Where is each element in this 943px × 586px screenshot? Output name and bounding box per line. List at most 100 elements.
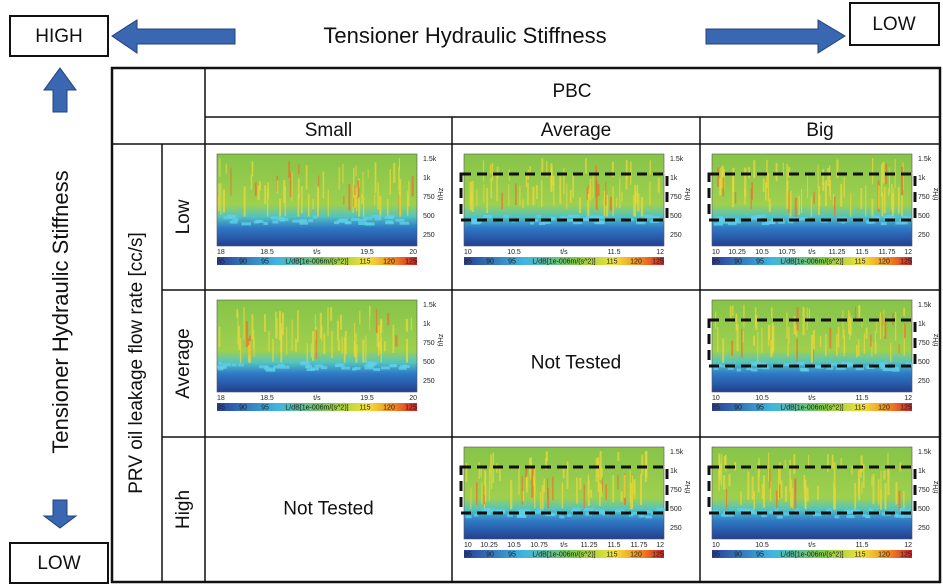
y-label: 500: [670, 506, 682, 513]
spectrogram: 1.5k 1k 750 500 250 f/Hz 10 10.25 10.5 10.75 t/s 11…: [707, 153, 940, 265]
band-speckle: [796, 361, 805, 365]
band-speckle: [778, 220, 785, 224]
y-title: f/Hz: [685, 480, 692, 493]
x-label: 18.5: [260, 249, 274, 256]
colorbar-label: 120: [878, 551, 890, 558]
band-speckle: [474, 513, 479, 517]
band-speckle: [334, 221, 340, 225]
colorbar-label: 125: [652, 551, 664, 558]
x-label: 10.5: [755, 249, 769, 256]
y-label: 1k: [423, 321, 431, 328]
y-label: 500: [918, 506, 930, 513]
band-speckle: [717, 219, 724, 223]
band-speckle: [652, 215, 660, 219]
colorbar: [464, 550, 664, 558]
y-label: 1k: [918, 175, 926, 182]
column-header: Big: [806, 120, 833, 141]
band-speckle: [274, 216, 285, 220]
x-label: t/s: [808, 542, 816, 549]
band-speckle: [846, 511, 852, 515]
band-speckle: [566, 513, 572, 517]
colorbar-label: L/dB[1e-006m/(s^2)]: [780, 551, 843, 558]
x-label: 20: [409, 249, 417, 256]
x-label: 12: [656, 542, 664, 549]
colorbar: [217, 403, 417, 411]
x-label: 10.5: [755, 542, 769, 549]
y-label: 250: [918, 232, 930, 239]
y-label: 250: [918, 378, 930, 385]
band-speckle: [713, 366, 719, 370]
colorbar-label: L/dB[1e-006m/(s^2)]: [532, 551, 595, 558]
band-speckle: [840, 361, 846, 365]
colorbar-label: 120: [383, 258, 395, 265]
band-speckle: [229, 220, 238, 224]
table-frame: [110, 66, 942, 584]
band-speckle: [471, 218, 480, 222]
x-label: 10: [712, 249, 720, 256]
band-speckle: [366, 361, 374, 365]
colorbar-label: 120: [878, 404, 890, 411]
x-label: t/s: [560, 249, 568, 256]
band-speckle: [715, 216, 724, 220]
band-speckle: [572, 214, 580, 218]
low-box-bottom: [9, 542, 109, 584]
x-label: 11.25: [829, 249, 846, 256]
y-label: 500: [423, 359, 435, 366]
colorbar-label: 85: [712, 551, 720, 558]
band-speckle: [320, 366, 328, 370]
x-label: 11.75: [631, 542, 648, 549]
y-title: f/Hz: [685, 187, 692, 200]
band-speckle: [656, 507, 666, 511]
band-speckle: [529, 221, 535, 225]
y-label: 750: [670, 194, 682, 201]
band-speckle: [374, 217, 382, 221]
band-speckle: [264, 366, 270, 370]
x-label: 20: [409, 395, 417, 402]
band-speckle: [712, 509, 719, 513]
band-speckle: [565, 218, 574, 222]
band-speckle: [891, 368, 900, 372]
band-speckle: [736, 368, 741, 372]
band-speckle: [583, 217, 591, 221]
colorbar-label: 85: [464, 258, 472, 265]
colorbar-label: L/dB[1e-006m/(s^2)]: [285, 258, 348, 265]
colorbar-label: 95: [261, 258, 269, 265]
colorbar-label: 90: [734, 551, 742, 558]
band-speckle: [533, 510, 542, 514]
arrow-up: [43, 67, 77, 113]
band-speckle: [880, 366, 888, 370]
y-label: 250: [670, 525, 682, 532]
y-label: 750: [918, 340, 930, 347]
band-speckle: [866, 366, 875, 370]
band-speckle: [219, 365, 227, 369]
band-speckle: [774, 508, 779, 512]
band-speckle: [784, 363, 792, 367]
band-speckle: [517, 509, 526, 513]
band-speckle: [865, 514, 870, 518]
band-speckle: [761, 514, 767, 518]
band-speckle: [592, 215, 600, 219]
colorbar-label: 115: [854, 258, 865, 265]
band-speckle: [334, 364, 342, 368]
band-speckle: [870, 215, 881, 219]
high-label: HIGH: [35, 26, 83, 47]
y-label: 1.5k: [423, 302, 437, 309]
band-speckle: [560, 216, 568, 220]
band-speckle: [272, 220, 279, 224]
row-label: High: [173, 490, 194, 529]
colorbar-label: 125: [405, 258, 417, 265]
band-speckle: [889, 215, 895, 219]
band-speckle: [843, 362, 853, 366]
x-label: 12: [656, 249, 664, 256]
band-speckle: [727, 366, 734, 370]
y-label: 750: [423, 194, 435, 201]
x-label: 10.5: [755, 395, 769, 402]
band-speckle: [801, 217, 808, 221]
band-speckle: [756, 362, 766, 366]
dashed-box: [459, 465, 669, 515]
band-speckle: [232, 217, 239, 221]
band-speckle: [850, 509, 860, 513]
band-speckle: [256, 219, 264, 223]
band-speckle: [598, 215, 605, 219]
